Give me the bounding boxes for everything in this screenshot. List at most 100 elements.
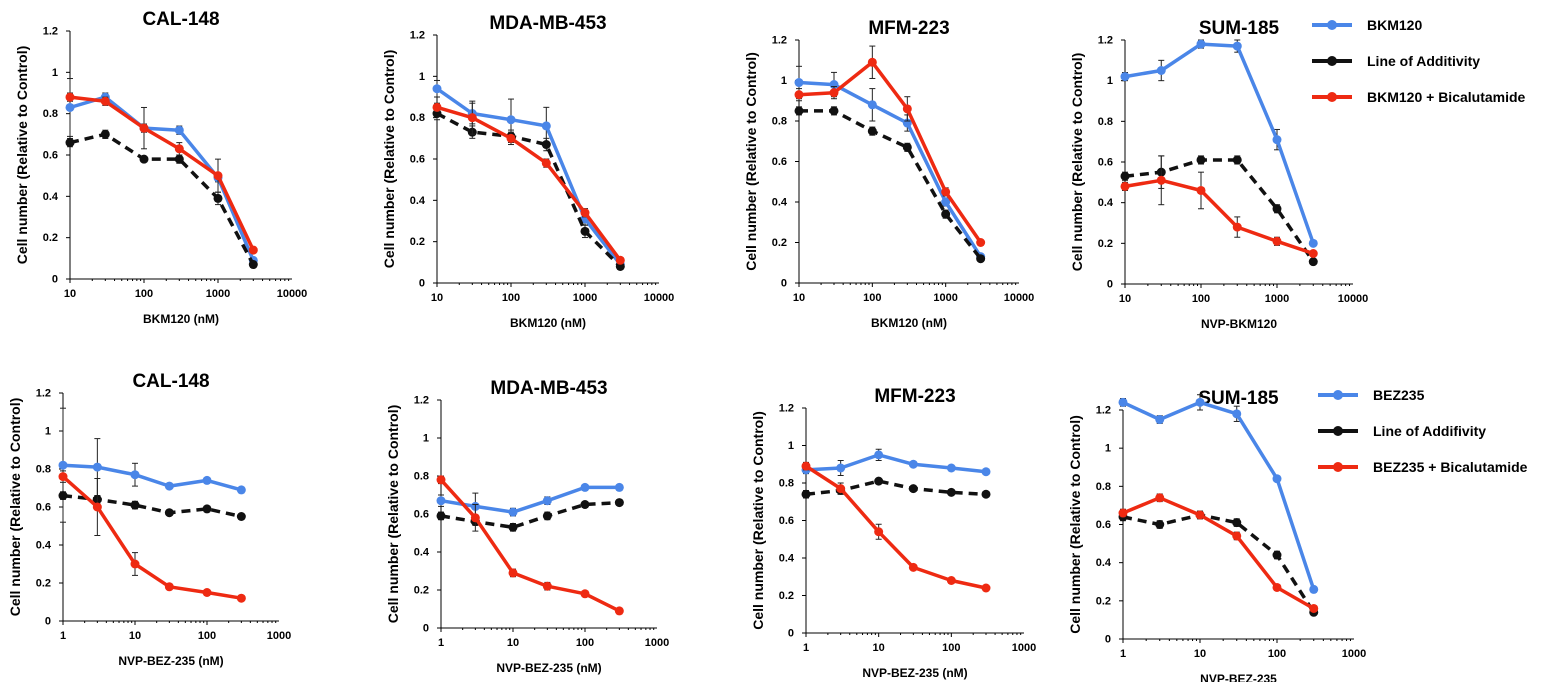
series-line	[440, 500, 620, 530]
data-point	[174, 154, 184, 164]
data-point	[130, 500, 140, 510]
x-tick-label: 1000	[206, 288, 230, 300]
data-point	[1195, 397, 1205, 407]
y-tick-label: 0.4	[1096, 557, 1112, 569]
data-point	[615, 261, 625, 271]
chart-panel: 0 0.2 0.4 0.6 0.8 1 1.2 10 100 1000 10000 MFM-223 BK…	[743, 18, 1034, 330]
y-axis-label: Cell number (Relative to Control)	[381, 50, 397, 269]
y-tick-label: 0.2	[1096, 595, 1111, 607]
legend-label: BKM120	[1367, 17, 1422, 33]
data-point	[236, 593, 246, 603]
x-axis-label: NVP-BEZ-235 (nM)	[496, 661, 601, 675]
series-line	[1124, 178, 1314, 256]
data-point	[139, 123, 149, 133]
series-line	[1124, 158, 1315, 263]
chart-title: SUM-185	[1198, 388, 1279, 409]
data-point	[174, 125, 184, 135]
chart-panel: 0 0.2 0.4 0.6 0.8 1 1.2 1 10 100 1000 MDA-MB-453 NVP…	[385, 378, 669, 675]
x-tick-label: 1000	[267, 630, 291, 642]
data-point	[541, 121, 551, 131]
data-point	[580, 589, 590, 599]
data-point	[580, 226, 590, 236]
x-tick-label: 100	[576, 637, 594, 649]
data-point	[248, 260, 258, 270]
y-tick-label: 0.8	[410, 112, 425, 124]
data-point	[65, 92, 75, 102]
y-axis-label: Cell number (Relative to Control)	[1069, 53, 1085, 272]
data-point	[908, 459, 918, 469]
y-tick-label: 0	[1105, 634, 1111, 646]
chart-panel: 0 0.2 0.4 0.6 0.8 1 1.2 1 10 100 1000 MFM-223 NVP-BE…	[750, 386, 1036, 680]
y-tick-label: 1.2	[43, 26, 58, 38]
data-point	[946, 576, 956, 585]
data-series	[1120, 155, 1318, 267]
data-point	[164, 481, 174, 491]
legend-swatch-marker	[1333, 462, 1343, 472]
y-tick-label: 0.6	[779, 515, 794, 527]
y-tick-label: 0.2	[410, 236, 425, 248]
chart-panel: 0 0.2 0.4 0.6 0.8 1 1.2 10 100 1000 10000 MDA-MB-45…	[381, 13, 674, 330]
data-point	[436, 496, 446, 506]
data-point	[1156, 66, 1166, 75]
data-point	[1309, 584, 1319, 594]
data-series	[58, 491, 246, 521]
chart-title: CAL-148	[142, 9, 219, 30]
data-point	[65, 102, 75, 112]
data-point	[467, 113, 477, 123]
series-line	[798, 60, 983, 244]
y-tick-label: 1	[781, 75, 787, 87]
x-tick-label: 10000	[1004, 292, 1035, 304]
data-series	[801, 461, 991, 593]
y-tick-label: 1.2	[1098, 35, 1113, 47]
y-tick-label: 1.2	[36, 388, 51, 400]
data-point	[508, 522, 518, 532]
legend-label: BKM120 + Bicalutamide	[1367, 89, 1526, 105]
x-tick-label: 100	[198, 630, 216, 642]
data-point	[1118, 397, 1128, 407]
data-point	[902, 142, 912, 152]
data-point	[1155, 520, 1165, 529]
data-point	[436, 475, 446, 485]
chart-title: SUM-185	[1199, 18, 1280, 39]
data-point	[614, 498, 624, 508]
data-point	[1272, 550, 1282, 560]
data-point	[100, 129, 110, 139]
data-point	[867, 57, 877, 67]
y-tick-label: 1.2	[1096, 405, 1111, 417]
data-series	[1120, 39, 1318, 248]
data-series	[794, 45, 986, 247]
series-line	[435, 87, 622, 266]
x-axis-label: BKM120 (nM)	[871, 316, 947, 330]
y-axis-label: Cell number (Relative to Control)	[743, 52, 759, 271]
data-point	[1272, 474, 1282, 484]
data-point	[794, 78, 804, 88]
data-point	[541, 158, 551, 168]
data-point	[92, 502, 102, 512]
y-axis-label: Cell number (Relative to Control)	[750, 411, 766, 630]
y-tick-label: 0	[781, 278, 787, 290]
chart-title: MDA-MB-453	[489, 13, 606, 34]
data-point	[836, 463, 846, 473]
legend-label: BEZ235 + Bicalutamide	[1373, 459, 1528, 475]
x-tick-label: 10000	[277, 288, 308, 300]
x-tick-label: 100	[502, 292, 520, 304]
data-series	[436, 482, 624, 521]
series-line	[69, 95, 255, 251]
data-point	[174, 144, 184, 154]
y-tick-label: 1	[423, 433, 429, 445]
data-point	[130, 470, 140, 480]
x-tick-label: 10	[507, 637, 519, 649]
series-line	[69, 95, 255, 262]
y-tick-label: 0.2	[43, 232, 58, 244]
data-point	[614, 606, 624, 616]
series-line	[1122, 496, 1315, 611]
data-point	[1196, 185, 1206, 195]
series-line	[805, 464, 987, 590]
data-point	[941, 197, 951, 207]
data-point	[542, 581, 552, 591]
x-tick-label: 100	[1268, 648, 1286, 660]
data-point	[1120, 72, 1130, 82]
data-point	[236, 512, 246, 521]
data-series	[1118, 394, 1319, 594]
data-point	[1308, 238, 1318, 248]
